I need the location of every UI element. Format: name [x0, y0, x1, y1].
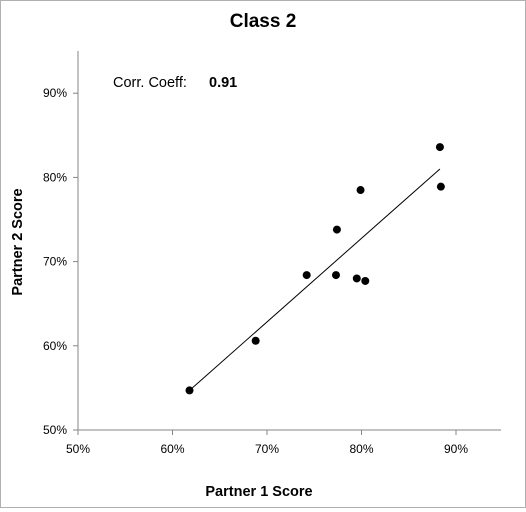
y-tick-label: 50%: [43, 423, 67, 437]
data-point: [436, 182, 445, 191]
data-point: [332, 225, 341, 234]
y-ticks: 50% 60% 70% 80% 90%: [43, 86, 78, 437]
chart-title: Class 2: [230, 11, 297, 32]
data-point: [302, 271, 311, 280]
y-tick-label: 80%: [43, 170, 67, 184]
trendline: [189, 168, 441, 391]
trendline-layer: [189, 168, 441, 391]
y-tick-label: 60%: [43, 339, 67, 353]
plot-area: 50% 60% 70% 80% 90% 50% 60% 70% 80% 90%: [43, 51, 501, 456]
y-axis-label: Partner 2 Score: [10, 188, 26, 295]
data-point: [251, 336, 260, 345]
correlation-label: Corr. Coeff:: [113, 75, 187, 91]
x-axis-label: Partner 1 Score: [205, 484, 312, 500]
data-point: [185, 386, 194, 395]
data-point: [361, 276, 370, 285]
x-ticks: 50% 60% 70% 80% 90%: [66, 430, 468, 456]
x-tick-label: 50%: [66, 442, 90, 456]
data-point: [435, 143, 444, 152]
x-tick-label: 80%: [349, 442, 373, 456]
y-tick-label: 90%: [43, 86, 67, 100]
data-points: [185, 143, 445, 395]
data-point: [331, 271, 340, 280]
x-tick-label: 90%: [444, 442, 468, 456]
data-point: [352, 274, 361, 283]
x-tick-label: 60%: [160, 442, 184, 456]
x-tick-label: 70%: [255, 442, 279, 456]
y-tick-label: 70%: [43, 255, 67, 269]
data-point: [356, 186, 365, 195]
correlation-value: 0.91: [209, 75, 237, 91]
